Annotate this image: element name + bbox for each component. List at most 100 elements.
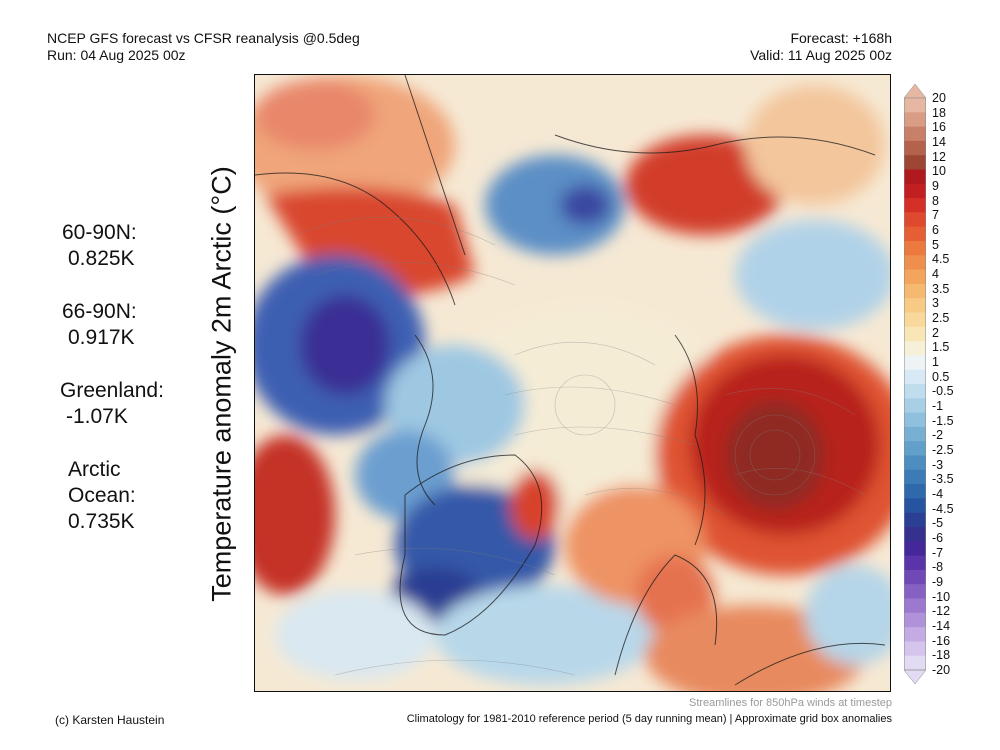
colorbar-swatch [904, 569, 926, 585]
colorbar-tick-label: -0.5 [932, 384, 954, 399]
forecast-hour: Forecast: +168h [790, 30, 892, 46]
colorbar-tick-label: 0.5 [932, 369, 950, 384]
colorbar-tick-label: 4 [932, 267, 939, 281]
colorbar-swatch [904, 155, 926, 170]
colorbar-swatch [904, 183, 926, 199]
colorbar-swatch [904, 527, 926, 542]
stat-66-90n: 66-90N: 0.917K [62, 299, 137, 351]
colorbar-graphic [903, 83, 927, 685]
colorbar-swatch [904, 655, 926, 671]
colorbar-tick-label: -4.5 [932, 501, 954, 516]
stat-label: Ocean: [68, 484, 136, 507]
stat-60-90n: 60-90N: 0.825K [62, 220, 137, 272]
stat-greenland: Greenland: -1.07K [60, 378, 164, 430]
valid-time: Valid: 11 Aug 2025 00z [750, 47, 892, 63]
colorbar-tick-label: 8 [932, 193, 939, 208]
colorbar-tick-label: -3 [932, 457, 944, 472]
colorbar-swatch [904, 298, 926, 313]
colorbar-tick-label: -20 [932, 663, 951, 677]
stat-label: 60-90N: [62, 221, 137, 244]
streamlines-note: Streamlines for 850hPa winds at timestep [689, 697, 892, 709]
header-right: Forecast: +168h Valid: 11 Aug 2025 00z [750, 30, 892, 64]
colorbar-tick-label: 6 [932, 223, 939, 237]
stat-value: -1.07K [66, 405, 128, 428]
colorbar-swatch [904, 441, 926, 456]
colorbar-swatch [904, 269, 926, 285]
colorbar-tick-label: 16 [932, 120, 946, 135]
colorbar-tick-label: -12 [932, 604, 951, 619]
colorbar-tick-label: 18 [932, 105, 946, 120]
colorbar-tick-label: -14 [932, 619, 951, 633]
colorbar-swatch [904, 512, 926, 528]
colorbar-tick-label: -6 [932, 531, 944, 545]
coastlines [255, 75, 886, 686]
colorbar-tick-label: 2.5 [932, 311, 950, 325]
colorbar-min-arrow [903, 669, 927, 685]
stat-label: Arctic [68, 458, 121, 481]
colorbar-tick-label: 3 [932, 296, 939, 311]
colorbar-swatch [904, 355, 926, 371]
colorbar-swatch [904, 484, 926, 499]
colorbar-swatch [904, 169, 926, 185]
stat-arctic-ocean: Arctic Ocean: 0.735K [68, 457, 136, 535]
colorbar-swatch [904, 612, 926, 628]
colorbar-swatch [904, 212, 926, 228]
colorbar-swatch [904, 584, 926, 599]
colorbar-tick-label: -2 [932, 428, 944, 443]
colorbar-tick-label: -18 [932, 648, 951, 663]
colorbar-swatch [904, 126, 926, 142]
axis-label: Temperature anomaly 2m Arctic (°C) [206, 165, 237, 602]
stat-label: 66-90N: [62, 300, 137, 323]
colorbar-tick-label: 2 [932, 325, 939, 340]
colorbar-swatch [904, 255, 926, 271]
colorbar-swatch [904, 140, 926, 156]
colorbar-swatch [904, 312, 926, 328]
colorbar-swatch [904, 369, 926, 385]
colorbar-tick-label: -1.5 [932, 413, 954, 428]
axis-label-container: Temperature anomaly 2m Arctic (°C) [202, 75, 242, 692]
colorbar-swatch [904, 341, 926, 356]
colorbar-swatch [904, 555, 926, 571]
colorbar-swatch [904, 598, 926, 614]
colorbar-swatch [904, 541, 926, 557]
colorbar-swatch [904, 112, 926, 128]
colorbar-tick-label: -5 [932, 516, 944, 531]
colorbar-tick-label: 12 [932, 149, 946, 164]
map-title: NCEP GFS forecast vs CFSR reanalysis @0.… [47, 30, 360, 46]
colorbar-swatch [904, 426, 926, 442]
colorbar-tick-label: 3.5 [932, 281, 950, 296]
stat-value: 0.825K [68, 247, 135, 270]
climatology-note: Climatology for 1981-2010 reference peri… [406, 713, 892, 725]
colorbar-swatch [904, 241, 926, 256]
colorbar-swatch [904, 226, 926, 242]
anomaly-field [255, 75, 890, 691]
colorbar-tick-label: 14 [932, 135, 946, 149]
colorbar-tick-label: 10 [932, 164, 946, 179]
colorbar-swatch [904, 398, 926, 414]
colorbar-tick-label: -3.5 [932, 472, 954, 487]
colorbar-tick-label: -2.5 [932, 443, 954, 457]
stat-value: 0.917K [68, 326, 135, 349]
colorbar-tick-label: -10 [932, 589, 951, 604]
colorbar-swatch [904, 326, 926, 342]
colorbar-tick-label: -1 [932, 399, 944, 413]
streamlines [294, 216, 866, 676]
stat-label: Greenland: [60, 379, 164, 402]
colorbar-tick-label: 5 [932, 237, 939, 252]
colorbar-swatch [904, 627, 926, 642]
colorbar-swatch [904, 198, 926, 213]
colorbar-tick-label: 4.5 [932, 252, 950, 267]
run-time: Run: 04 Aug 2025 00z [47, 47, 186, 63]
colorbar-swatch [904, 498, 926, 514]
map-graphic [255, 75, 890, 691]
colorbar-swatch [904, 384, 926, 399]
colorbar-tick-label: -9 [932, 575, 944, 589]
colorbar-tick-label: -16 [932, 633, 951, 648]
colorbar-tick-label: 7 [932, 208, 939, 223]
colorbar-tick-label: -8 [932, 560, 944, 575]
colorbar-swatch [904, 412, 926, 428]
stat-value: 0.735K [68, 510, 135, 533]
colorbar-tick-label: 20 [932, 91, 946, 105]
colorbar-swatch [904, 469, 926, 485]
colorbar-tick-label: 1.5 [932, 340, 950, 355]
